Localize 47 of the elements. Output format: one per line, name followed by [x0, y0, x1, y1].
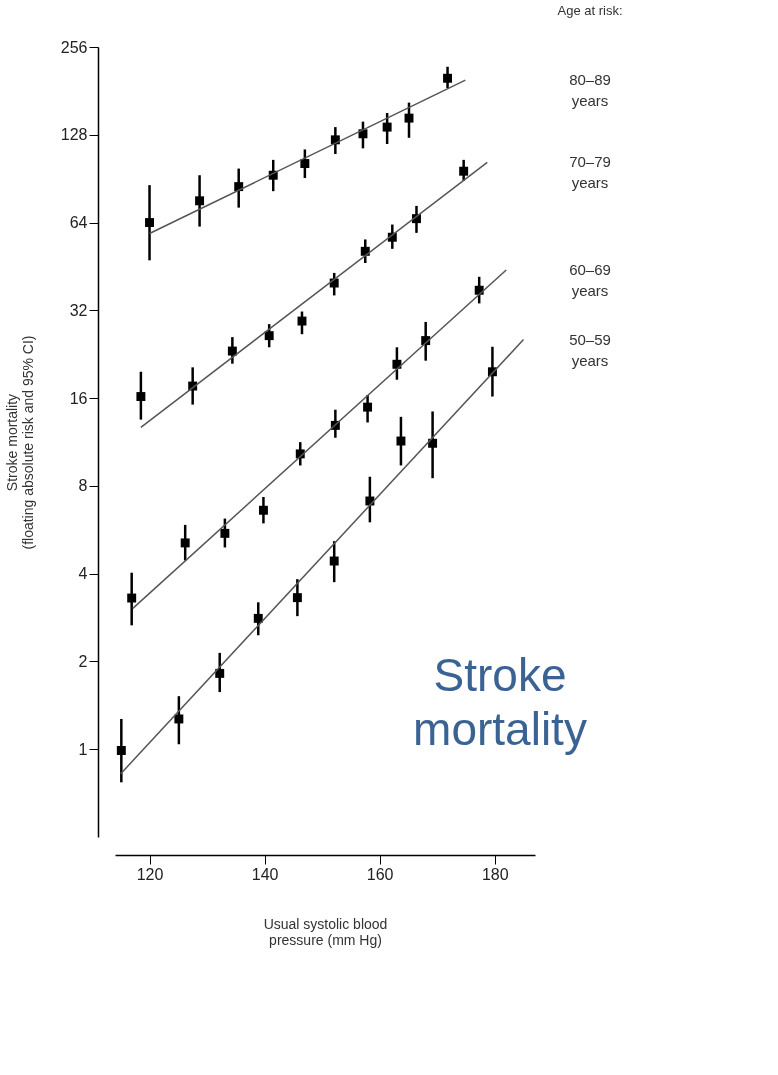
point	[258, 505, 268, 515]
point	[253, 613, 263, 623]
point	[195, 196, 205, 206]
y-tick-label: 16	[69, 389, 88, 407]
legend-title: Age at risk:	[557, 3, 623, 18]
y-tick-label: 4	[78, 565, 88, 583]
point	[392, 359, 402, 369]
x-tick-label: 180	[481, 865, 509, 883]
point	[404, 113, 414, 123]
point	[329, 278, 339, 288]
point	[396, 436, 406, 446]
x-tick-label: 160	[366, 865, 394, 883]
y-tick-label: 8	[78, 477, 88, 495]
y-tick-label: 1	[78, 740, 88, 758]
x-tick-label: 120	[136, 865, 164, 883]
y-tick-label: 64	[69, 214, 88, 232]
point	[329, 556, 339, 566]
annotation: Stroke mortality	[413, 649, 587, 755]
point	[382, 122, 392, 132]
point	[220, 528, 230, 538]
point	[127, 593, 137, 603]
point	[215, 668, 225, 678]
point	[264, 331, 274, 341]
x-tick-label: 140	[251, 865, 279, 883]
point	[292, 593, 302, 603]
point	[136, 392, 146, 402]
point	[459, 166, 469, 176]
point	[363, 402, 373, 412]
point	[428, 438, 438, 448]
point	[116, 746, 126, 755]
text: 50–59 years	[569, 330, 611, 369]
point	[443, 73, 453, 83]
point	[180, 538, 190, 548]
point	[300, 159, 310, 168]
x-axis-title: Usual systolic blood pressure (mm Hg)	[263, 915, 388, 948]
point	[227, 346, 237, 356]
text: 70–79 years	[569, 153, 611, 192]
y-tick-label: 32	[69, 301, 88, 319]
point	[174, 714, 184, 724]
text: 60–69 years	[569, 261, 611, 300]
point	[297, 316, 307, 326]
y-tick-label: 128	[60, 126, 88, 144]
y-tick-label: 2	[78, 652, 88, 670]
y-tick-label: 256	[60, 38, 88, 56]
text: 80–89 years	[569, 71, 611, 110]
y-axis-title: Stroke mortality (floating absolute risk and 95% CI)	[3, 335, 36, 550]
point	[145, 218, 154, 228]
